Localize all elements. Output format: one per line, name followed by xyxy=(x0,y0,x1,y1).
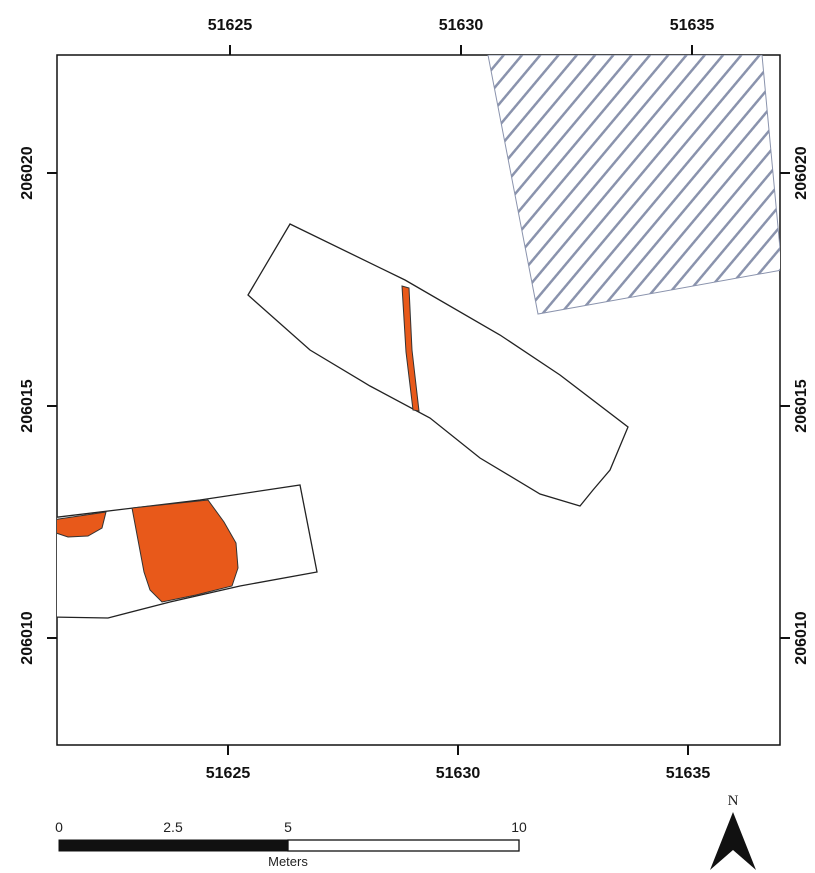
north-label: N xyxy=(728,793,739,809)
scale-bar-label: 2.5 xyxy=(163,819,183,835)
y-ticks-left xyxy=(47,172,57,639)
scale-bar-label: 5 xyxy=(284,819,292,835)
scale-bar-segment-black xyxy=(58,839,289,852)
x-tick-label-top: 51635 xyxy=(670,17,715,34)
scale-bar-label: 10 xyxy=(511,819,527,835)
feature-narrow-strip xyxy=(401,285,420,412)
x-tick-label-bottom: 51635 xyxy=(666,765,711,782)
north-arrow: N xyxy=(710,793,756,870)
feature-small-left xyxy=(57,511,107,538)
map-content xyxy=(57,55,780,619)
scale-bar: 0 2.5 5 10 Meters xyxy=(55,819,527,869)
x-ticks-bottom xyxy=(227,745,689,755)
north-arrow-icon xyxy=(710,812,756,870)
scale-bar-segment-white xyxy=(287,839,520,852)
y-tick-label-right: 206015 xyxy=(793,379,810,432)
y-tick-label-left: 206015 xyxy=(19,379,36,432)
y-tick-label-left: 206020 xyxy=(19,146,36,199)
x-tick-label-top: 51630 xyxy=(439,17,484,34)
x-ticks-top xyxy=(229,45,693,55)
scale-bar-label: 0 xyxy=(55,819,63,835)
y-tick-label-right: 206020 xyxy=(793,146,810,199)
y-tick-label-left: 206010 xyxy=(19,611,36,664)
y-ticks-right xyxy=(780,172,790,639)
hatched-area xyxy=(487,55,780,315)
scale-bar-unit: Meters xyxy=(268,854,308,869)
trench-polygon-center xyxy=(247,223,629,507)
x-tick-label-top: 51625 xyxy=(208,17,253,34)
feature-large xyxy=(131,499,239,603)
x-tick-label-bottom: 51625 xyxy=(206,765,251,782)
x-tick-label-bottom: 51630 xyxy=(436,765,481,782)
y-tick-label-right: 206010 xyxy=(793,611,810,664)
